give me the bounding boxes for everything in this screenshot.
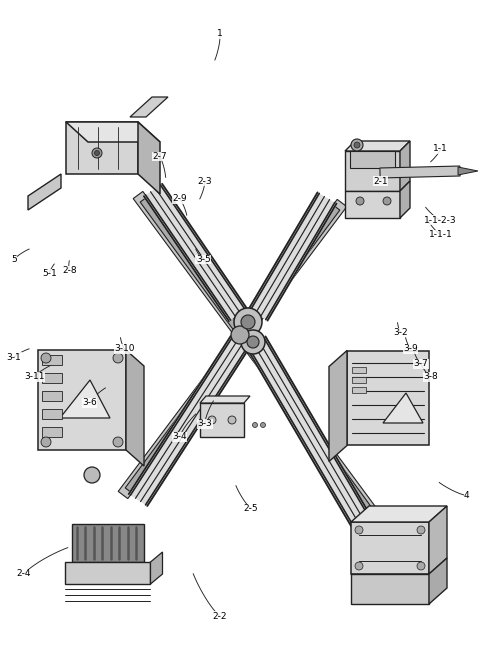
Bar — [351, 387, 365, 393]
Polygon shape — [344, 151, 399, 191]
Circle shape — [230, 326, 248, 344]
Circle shape — [92, 148, 102, 158]
Text: 3-11: 3-11 — [24, 372, 44, 381]
Polygon shape — [245, 336, 375, 534]
Polygon shape — [247, 192, 337, 321]
Bar — [351, 367, 365, 373]
Circle shape — [84, 467, 100, 483]
Text: 2-7: 2-7 — [152, 152, 167, 161]
Polygon shape — [66, 122, 138, 174]
Circle shape — [246, 336, 259, 348]
Polygon shape — [72, 524, 144, 562]
Circle shape — [94, 151, 99, 155]
Bar — [42, 355, 62, 365]
Polygon shape — [38, 350, 126, 450]
Polygon shape — [399, 181, 409, 218]
Bar — [42, 427, 62, 437]
Circle shape — [416, 526, 424, 534]
Polygon shape — [138, 122, 160, 194]
Circle shape — [355, 197, 363, 205]
Circle shape — [252, 422, 257, 428]
Text: 3-6: 3-6 — [82, 398, 97, 408]
Circle shape — [113, 437, 123, 447]
Text: 1: 1 — [216, 29, 222, 38]
Bar — [42, 373, 62, 383]
Circle shape — [41, 437, 51, 447]
Circle shape — [207, 416, 215, 424]
Polygon shape — [66, 122, 160, 142]
Polygon shape — [28, 174, 61, 210]
Polygon shape — [60, 380, 110, 418]
Polygon shape — [344, 141, 409, 151]
Polygon shape — [349, 151, 394, 168]
Circle shape — [354, 562, 362, 570]
Text: 3-2: 3-2 — [392, 328, 407, 337]
Text: 3-5: 3-5 — [195, 255, 210, 264]
Text: 3-1: 3-1 — [7, 353, 22, 362]
Polygon shape — [428, 506, 446, 574]
Polygon shape — [457, 167, 477, 175]
Text: 5-1: 5-1 — [42, 269, 57, 278]
Polygon shape — [428, 558, 446, 604]
Polygon shape — [199, 396, 249, 403]
Polygon shape — [350, 506, 446, 522]
Circle shape — [354, 526, 362, 534]
Polygon shape — [328, 351, 346, 462]
Polygon shape — [379, 166, 459, 178]
Text: 3-3: 3-3 — [197, 419, 212, 428]
Circle shape — [240, 315, 255, 329]
Circle shape — [227, 416, 235, 424]
Text: 3-8: 3-8 — [422, 372, 437, 381]
Text: 2-9: 2-9 — [172, 194, 187, 203]
Circle shape — [240, 330, 265, 354]
Bar — [351, 377, 365, 383]
Text: 2-2: 2-2 — [212, 612, 226, 621]
Polygon shape — [126, 350, 144, 466]
Text: 1-1-2-3: 1-1-2-3 — [424, 216, 456, 225]
Bar — [42, 409, 62, 419]
Polygon shape — [199, 403, 243, 437]
Circle shape — [353, 142, 359, 148]
Text: 3-9: 3-9 — [402, 344, 417, 353]
Polygon shape — [140, 198, 377, 520]
Text: 4: 4 — [463, 491, 469, 500]
Circle shape — [233, 308, 262, 336]
Polygon shape — [143, 183, 247, 321]
Polygon shape — [344, 191, 399, 218]
Circle shape — [260, 422, 265, 428]
Text: 3-4: 3-4 — [172, 432, 187, 441]
Polygon shape — [350, 574, 428, 604]
Text: 1-1: 1-1 — [432, 144, 447, 153]
Text: 2-1: 2-1 — [372, 177, 387, 186]
Polygon shape — [382, 393, 422, 423]
Polygon shape — [128, 336, 249, 507]
Text: 2-4: 2-4 — [17, 569, 31, 578]
Circle shape — [350, 139, 362, 151]
Text: 2-3: 2-3 — [197, 177, 212, 186]
Polygon shape — [346, 351, 428, 445]
Polygon shape — [133, 192, 384, 527]
Text: 1-1-1: 1-1-1 — [428, 230, 452, 239]
Text: 3-7: 3-7 — [412, 359, 427, 368]
Circle shape — [416, 562, 424, 570]
Polygon shape — [125, 206, 339, 492]
Polygon shape — [350, 522, 428, 574]
Polygon shape — [399, 141, 409, 191]
Circle shape — [41, 353, 51, 363]
Circle shape — [382, 197, 390, 205]
Polygon shape — [130, 97, 168, 117]
Text: 2-5: 2-5 — [243, 504, 258, 513]
Polygon shape — [118, 200, 346, 499]
Polygon shape — [65, 562, 150, 584]
Text: 3-10: 3-10 — [114, 344, 134, 353]
Text: 2-8: 2-8 — [62, 266, 77, 275]
Text: 5: 5 — [11, 255, 17, 264]
Bar — [42, 391, 62, 401]
Circle shape — [113, 353, 123, 363]
Polygon shape — [150, 552, 162, 584]
